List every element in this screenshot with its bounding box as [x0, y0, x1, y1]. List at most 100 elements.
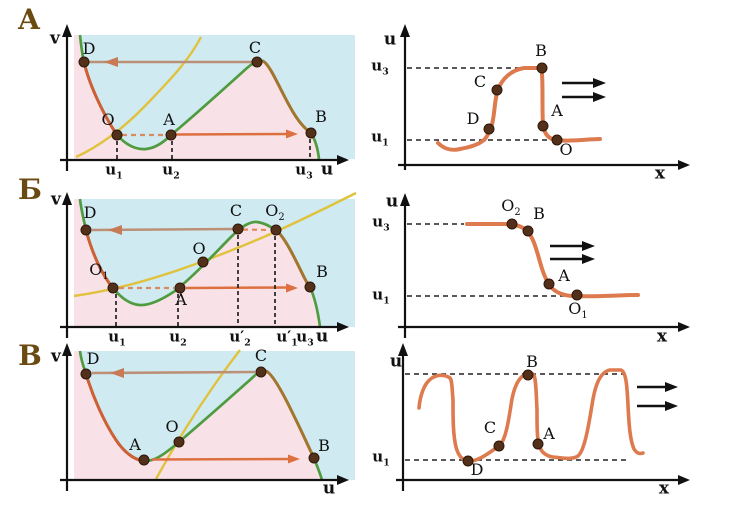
phase-plane-V — [60, 343, 355, 491]
wave-A-level-u3: u3 — [371, 56, 389, 78]
wave-A-point-B-label: B — [535, 41, 547, 60]
phase-V-x-axis-arrow-icon — [337, 475, 349, 485]
wave-V-x-axis-label: x — [658, 478, 670, 499]
phase-V-left-branch-trajectory — [84, 373, 145, 463]
wave-V-x-axis-arrow-icon — [678, 475, 690, 485]
wave-B-dots — [506, 218, 583, 301]
wave-B-level-dashes — [407, 223, 571, 297]
phase-B-tick-u1-prime: u′1 — [276, 327, 298, 349]
phase-A-y-axis-arrow-icon — [62, 24, 72, 37]
wave-V-dots — [462, 369, 544, 467]
phase-V-blue-region — [80, 351, 355, 480]
wave-A-level-dashes — [407, 67, 549, 141]
wave-A-pulse-curve — [436, 66, 602, 152]
phase-B-v-axis-label: v — [51, 189, 61, 210]
phase-A-point-B-label: B — [315, 107, 327, 126]
wave-A-level-u1: u1 — [371, 127, 389, 149]
phase-B-tick-u2-prime: u′2 — [229, 327, 251, 349]
wave-B-level-u3: u3 — [372, 212, 390, 234]
wave-V-pulse-train-curve — [417, 368, 645, 463]
wave-V-level-u1: u1 — [372, 447, 390, 469]
phase-A-tick-u2: u2 — [162, 160, 180, 182]
wave-V-point-B-label: B — [526, 352, 538, 371]
phase-A-x-axis-arrow-icon — [337, 155, 349, 165]
phase-A-tick-u3: u3 — [295, 160, 313, 182]
wave-V-point-C-label: C — [483, 418, 497, 437]
phase-B-dots — [80, 223, 316, 294]
phase-V-point-B-label: B — [318, 436, 330, 455]
phase-V-y-axis-arrow-icon — [62, 343, 72, 356]
phase-V-point-O-label: O — [165, 417, 179, 436]
phase-B-point-D-label: D — [83, 203, 97, 222]
wave-B-point-A-label: A — [558, 266, 570, 285]
phase-B-x-axis-arrow-icon — [337, 322, 349, 332]
phase-A-right-branch-trajectory — [262, 59, 312, 135]
phase-B-point-O-label: O — [192, 239, 206, 258]
phase-B-point-O1-label: O1 — [89, 260, 109, 283]
phase-B-u-axis-label: u — [315, 326, 329, 347]
wave-A-point-D-label: D — [466, 109, 480, 128]
wave-profile-A — [398, 24, 690, 170]
phase-V-point-D-label: D — [86, 349, 100, 368]
phase-V-right-branch-trajectory — [265, 369, 316, 459]
row-label-B: Б — [18, 173, 42, 206]
phase-plane-A — [60, 24, 355, 171]
phase-B-point-C-label: C — [229, 201, 243, 220]
wave-V-point-A-label: A — [543, 424, 555, 443]
phase-V-u-axis-label: u — [322, 478, 336, 499]
wave-B-y-axis-arrow-icon — [400, 193, 410, 206]
wave-profile-B — [398, 193, 690, 338]
wave-A-point-C-label: C — [473, 72, 487, 91]
phase-A-dashed-guides — [116, 139, 311, 159]
phase-A-left-arrowhead-icon — [104, 57, 118, 67]
phase-V-yellow-nullcline — [154, 349, 241, 480]
wave-A-point-O-label: O — [559, 140, 573, 159]
phase-V-right-arrowhead-icon — [288, 454, 300, 464]
row-label-A: А — [17, 3, 41, 36]
wave-B-x-axis-arrow-icon — [678, 322, 690, 332]
phase-B-tick-u1: u1 — [108, 327, 126, 349]
wave-A-y-axis-arrow-icon — [400, 24, 410, 37]
phase-B-dashed-C-to-O2 — [242, 228, 271, 232]
wave-B-level-u1: u1 — [372, 285, 390, 307]
wave-B-x-axis-label: x — [656, 326, 668, 347]
phase-B-jump-A-to-B — [185, 286, 295, 290]
phase-B-dashed-guides — [115, 235, 276, 326]
wave-B-u-axis-label: u — [385, 191, 399, 212]
phase-B-yellow-nullcline — [73, 191, 357, 298]
wave-B-point-B-label: B — [533, 204, 545, 223]
phase-B-right-arrowhead-icon — [286, 283, 298, 293]
phase-B-left-arrowhead-icon — [108, 225, 122, 235]
wave-V-y-axis-arrow-icon — [398, 343, 408, 356]
wave-A-dots — [483, 62, 563, 146]
wave-B-front-curve — [465, 222, 640, 299]
phase-B-point-B-label: B — [316, 262, 328, 281]
wave-B-point-O1-label: O1 — [568, 299, 588, 322]
wave-B-point-O2-label: O2 — [501, 196, 521, 219]
phase-A-point-D-label: D — [82, 39, 96, 58]
phase-A-dots — [78, 56, 317, 141]
phase-A-point-A-label: A — [163, 110, 175, 129]
wave-B-motion-arrows — [550, 241, 595, 264]
phase-A-point-C-label: C — [248, 38, 262, 57]
wave-A-u-axis-label: u — [383, 29, 397, 50]
wave-A-motion-arrows — [562, 78, 606, 102]
phase-A-u-axis-label: u — [320, 159, 334, 180]
phase-B-y-axis-arrow-icon — [62, 192, 72, 205]
phase-B-tick-u2: u2 — [169, 327, 187, 349]
phase-A-jump-A-to-B — [175, 132, 295, 136]
phase-B-blue-region — [80, 199, 355, 327]
wave-A-x-axis-label: x — [654, 163, 666, 184]
wave-A-x-axis-arrow-icon — [678, 160, 690, 170]
phase-V-jump-A-to-B — [151, 457, 297, 461]
phase-A-blue-region — [80, 35, 355, 159]
wave-V-u-axis-label: u — [389, 351, 403, 372]
wave-V-point-D-label: D — [470, 460, 484, 479]
phase-A-point-O-label: O — [101, 110, 115, 129]
phase-B-tick-u3: u3 — [296, 327, 314, 349]
phase-V-dots — [80, 366, 320, 466]
phase-A-tick-u1: u1 — [105, 160, 123, 182]
phase-V-v-axis-label: v — [51, 346, 61, 367]
